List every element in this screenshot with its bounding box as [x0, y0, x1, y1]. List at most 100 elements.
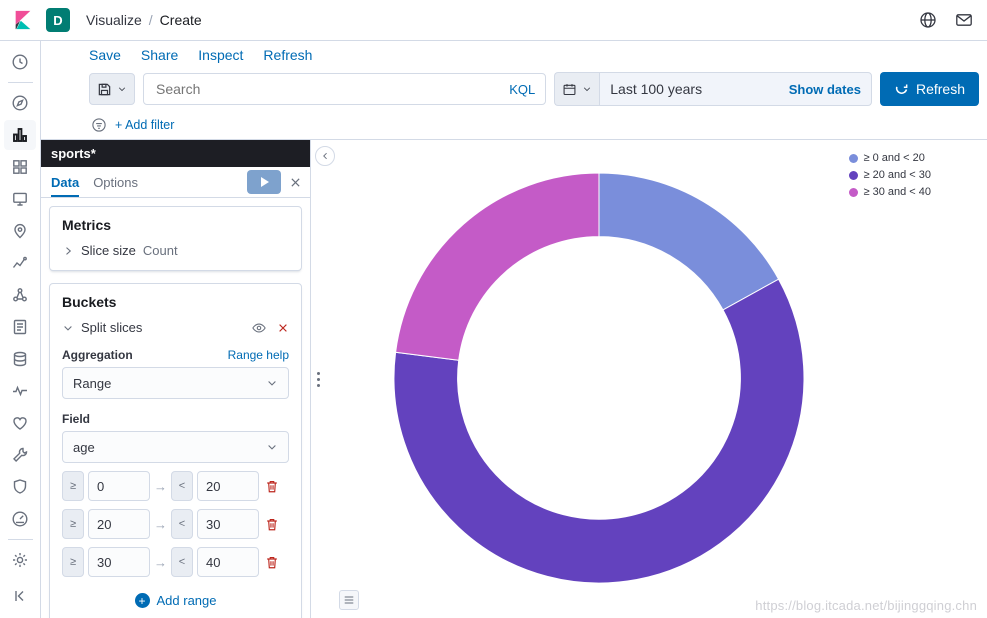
breadcrumb-visualize[interactable]: Visualize	[86, 12, 142, 28]
search-input[interactable]	[154, 80, 502, 98]
split-slices-actions	[251, 321, 289, 335]
nav-metrics[interactable]	[4, 344, 36, 374]
nav-logs[interactable]	[4, 312, 36, 342]
top-header: D Visualize / Create	[0, 0, 987, 41]
nav-apm[interactable]	[4, 376, 36, 406]
range-to-input[interactable]	[197, 471, 259, 501]
donut-segment-1[interactable]	[393, 278, 805, 584]
nav-maps[interactable]	[4, 216, 36, 246]
range-to-input[interactable]	[197, 547, 259, 577]
delete-range-button[interactable]	[263, 553, 281, 572]
field-label: Field	[62, 412, 91, 426]
map-pin-icon	[14, 223, 26, 239]
range-from-input[interactable]	[88, 509, 150, 539]
mail-button[interactable]	[955, 11, 973, 29]
chevron-down-icon	[118, 87, 126, 92]
legend-item-0[interactable]: ≥ 0 and < 20	[849, 152, 931, 164]
header-actions	[919, 11, 973, 29]
eye-icon	[252, 323, 266, 332]
nav-siem[interactable]	[4, 472, 36, 502]
kibana-logo[interactable]	[0, 9, 46, 31]
show-dates-link[interactable]: Show dates	[788, 81, 861, 97]
buckets-heading: Buckets	[62, 294, 117, 310]
ml-trend-icon	[12, 256, 27, 268]
discard-changes-button[interactable]	[289, 176, 302, 189]
refresh-button[interactable]: Refresh	[879, 72, 979, 106]
range-to-input[interactable]	[197, 509, 259, 539]
legend-swatch	[849, 153, 859, 163]
aggregation-select[interactable]: Range	[62, 367, 289, 399]
nav-uptime[interactable]	[4, 408, 36, 438]
app-nav	[0, 41, 41, 618]
kql-toggle[interactable]: KQL	[509, 81, 536, 97]
save-icon	[98, 83, 111, 95]
menu-share[interactable]: Share	[140, 46, 179, 63]
field-select[interactable]: age	[62, 431, 289, 463]
range-row-2: ≥ → <	[62, 547, 289, 577]
filter-bar: + Add filter	[41, 110, 987, 140]
legend-item-2[interactable]: ≥ 30 and < 40	[849, 186, 931, 198]
donut-segment-2[interactable]	[395, 172, 600, 361]
editor-body: Metrics Slice size Count Buckets Split s…	[41, 198, 310, 618]
globe-button[interactable]	[919, 11, 937, 29]
range-from-input[interactable]	[88, 547, 150, 577]
aggregation-label: Aggregation	[62, 348, 133, 362]
delete-range-button[interactable]	[263, 477, 281, 496]
nav-dashboard[interactable]	[4, 152, 36, 182]
range-row-1: ≥ → <	[62, 509, 289, 539]
menu-inspect[interactable]: Inspect	[198, 46, 244, 63]
saved-query-menu-button[interactable]	[89, 73, 135, 105]
resizer-dot	[316, 371, 320, 375]
donut-segment-0[interactable]	[598, 172, 780, 311]
date-range-field[interactable]: Last 100 years Show dates	[599, 72, 872, 106]
graph-network-icon	[13, 288, 27, 302]
nav-stack-monitoring[interactable]	[4, 504, 36, 534]
add-range-label: Add range	[156, 593, 217, 608]
nav-canvas[interactable]	[4, 184, 36, 214]
panel-resizer[interactable]	[311, 140, 325, 618]
space-badge[interactable]: D	[46, 8, 70, 32]
delete-range-button[interactable]	[263, 515, 281, 534]
range-from-input[interactable]	[88, 471, 150, 501]
nav-discover[interactable]	[4, 88, 36, 118]
legend-swatch	[849, 187, 859, 197]
nav-dev-tools[interactable]	[4, 440, 36, 470]
donut-chart	[393, 172, 805, 584]
menu-save[interactable]: Save	[89, 46, 121, 63]
add-filter-link[interactable]: + Add filter	[115, 117, 175, 132]
apply-changes-button[interactable]	[247, 170, 281, 194]
tab-options[interactable]: Options	[93, 174, 138, 190]
range-help-link[interactable]: Range help	[227, 348, 289, 362]
split-slices-accordion[interactable]: Split slices	[62, 320, 289, 335]
toggle-visibility-button[interactable]	[251, 321, 267, 335]
filter-icon	[92, 117, 106, 132]
menu-refresh[interactable]: Refresh	[263, 46, 313, 63]
refresh-icon	[895, 83, 908, 94]
legend-toggle-button[interactable]	[339, 590, 359, 610]
logs-document-icon	[13, 319, 27, 335]
legend-item-1[interactable]: ≥ 20 and < 30	[849, 169, 931, 181]
query-input-wrapper: KQL	[143, 73, 547, 105]
nav-collapse[interactable]	[4, 581, 36, 611]
gte-prefix: ≥	[62, 509, 84, 539]
nav-recently-viewed[interactable]	[4, 47, 36, 77]
chevron-down-icon	[584, 87, 591, 92]
nav-visualize[interactable]	[4, 120, 36, 150]
slice-size-accordion[interactable]: Slice size Count	[62, 243, 289, 258]
breadcrumb-separator: /	[148, 12, 153, 28]
mail-icon	[956, 14, 972, 26]
nav-machine-learning[interactable]	[4, 248, 36, 278]
remove-bucket-button[interactable]	[277, 322, 289, 334]
collapse-panel-button[interactable]	[315, 146, 335, 166]
trash-icon	[267, 480, 277, 492]
index-pattern-title: sports*	[41, 140, 310, 167]
aggregation-row: Aggregation Range help	[62, 348, 289, 362]
arrow-icon: →	[154, 478, 167, 494]
nav-graph[interactable]	[4, 280, 36, 310]
nav-management[interactable]	[4, 545, 36, 575]
nav-divider	[7, 539, 33, 540]
breadcrumb: Visualize / Create	[86, 12, 919, 28]
calendar-button[interactable]	[554, 72, 600, 106]
add-range-button[interactable]: + Add range	[62, 593, 289, 608]
tab-data[interactable]: Data	[51, 167, 79, 197]
